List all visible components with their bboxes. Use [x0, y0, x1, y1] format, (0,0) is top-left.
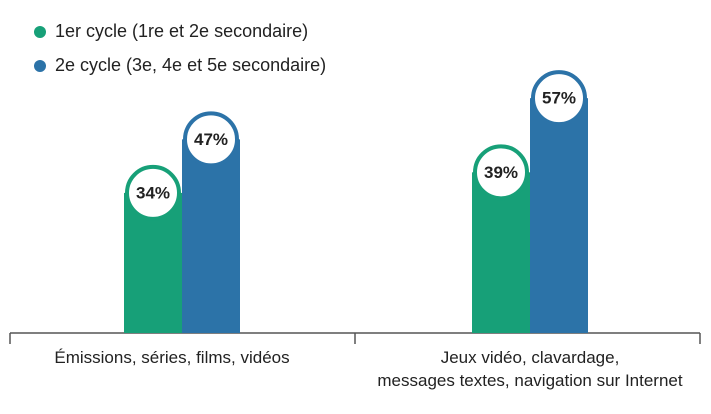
bar — [182, 139, 240, 333]
value-badge — [125, 164, 181, 221]
x-tick-label: Jeux vidéo, clavardage, messages textes,… — [377, 348, 683, 390]
bar — [530, 98, 588, 333]
legend-swatch — [34, 26, 46, 38]
legend-swatch — [34, 60, 46, 72]
x-tick-label: Émissions, séries, films, vidéos — [54, 348, 290, 367]
legend-label: 2e cycle (3e, 4e et 5e secondaire) — [55, 55, 326, 75]
value-label: 47% — [194, 130, 228, 149]
value-label: 39% — [484, 163, 518, 182]
value-badge — [531, 70, 587, 127]
legend-label: 1er cycle (1re et 2e secondaire) — [55, 21, 308, 41]
value-label: 57% — [542, 89, 576, 108]
value-badge — [473, 144, 529, 201]
value-badge — [183, 111, 239, 168]
value-label: 34% — [136, 183, 170, 202]
